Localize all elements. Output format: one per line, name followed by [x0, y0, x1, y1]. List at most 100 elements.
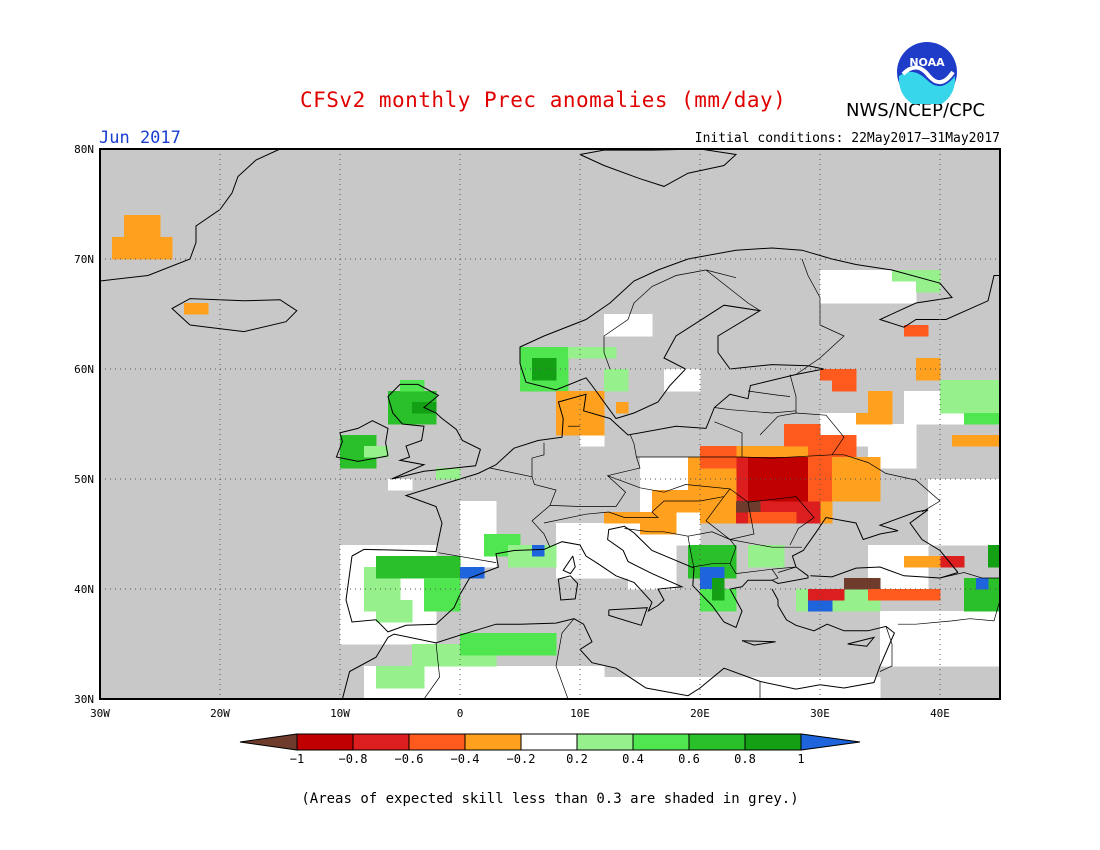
anomaly-cell: [352, 611, 365, 623]
anomaly-cell: [352, 446, 365, 458]
anomaly-cell: [988, 501, 1000, 513]
anomaly-cell: [904, 325, 917, 337]
anomaly-cell: [904, 446, 917, 458]
anomaly-cell: [508, 633, 521, 645]
anomaly-cell: [772, 677, 785, 689]
anomaly-cell: [916, 611, 929, 623]
anomaly-cell: [700, 688, 713, 699]
anomaly-cell: [376, 666, 389, 678]
anomaly-cell: [712, 501, 725, 513]
anomaly-cell: [688, 501, 701, 513]
anomaly-cell: [748, 490, 761, 502]
anomaly-cell: [532, 347, 545, 359]
anomaly-cell: [364, 545, 377, 557]
anomaly-cell: [136, 215, 149, 227]
anomaly-cell: [988, 600, 1000, 612]
anomaly-cell: [868, 578, 881, 590]
anomaly-cell: [388, 677, 401, 689]
anomaly-cell: [532, 688, 545, 699]
anomaly-cell: [976, 380, 989, 392]
anomaly-cell: [964, 402, 977, 414]
anomaly-cell: [484, 677, 497, 689]
anomaly-cell: [808, 479, 821, 491]
anomaly-cell: [184, 303, 197, 315]
anomaly-cell: [616, 567, 629, 579]
anomaly-cell: [580, 523, 593, 535]
anomaly-cell: [160, 248, 173, 260]
anomaly-cell: [676, 369, 689, 381]
anomaly-cell: [376, 578, 389, 590]
country-border: [636, 421, 743, 458]
anomaly-cell: [568, 567, 581, 579]
anomaly-cell: [712, 567, 725, 579]
anomaly-cell: [136, 226, 149, 238]
anomaly-cell: [736, 688, 749, 699]
anomaly-cell: [640, 556, 653, 568]
country-border: [543, 475, 731, 524]
anomaly-cell: [424, 600, 437, 612]
anomaly-cell: [832, 270, 845, 282]
anomaly-cell: [436, 578, 449, 590]
anomaly-cell: [652, 468, 665, 480]
anomaly-cell: [688, 534, 701, 546]
anomaly-cell: [580, 435, 593, 447]
anomaly-cell: [340, 633, 353, 645]
anomaly-cell: [664, 468, 677, 480]
anomaly-cell: [928, 589, 941, 601]
anomaly-cell: [748, 688, 761, 699]
anomaly-cell: [844, 600, 857, 612]
anomaly-cell: [784, 512, 797, 524]
anomaly-cell: [724, 589, 737, 601]
anomaly-cell: [364, 567, 377, 579]
anomaly-cell: [604, 347, 617, 359]
anomaly-cell: [976, 402, 989, 414]
anomaly-cell: [544, 358, 557, 370]
anomaly-cell: [676, 490, 689, 502]
anomaly-cell: [988, 578, 1000, 590]
anomaly-cell: [916, 281, 929, 293]
anomaly-cell: [496, 644, 509, 656]
anomaly-cell: [748, 468, 761, 480]
anomaly-cell: [976, 501, 989, 513]
anomaly-cell: [664, 523, 677, 535]
anomaly-cell: [640, 479, 653, 491]
anomaly-cell: [784, 501, 797, 513]
anomaly-cell: [868, 600, 881, 612]
anomaly-cell: [664, 534, 677, 546]
anomaly-cell: [940, 633, 953, 645]
anomaly-cell: [688, 688, 701, 699]
anomaly-cell: [412, 391, 425, 403]
anomaly-cell: [856, 468, 869, 480]
anomaly-cell: [388, 545, 401, 557]
anomaly-cell: [940, 501, 953, 513]
anomaly-cell: [592, 435, 605, 447]
anomaly-cell: [616, 545, 629, 557]
country-border: [741, 454, 941, 513]
anomaly-cell: [652, 523, 665, 535]
anomaly-cell: [652, 457, 665, 469]
colorbar-tick-label: −0.8: [339, 752, 368, 766]
anomaly-cell: [424, 655, 437, 667]
anomaly-cell: [568, 545, 581, 557]
anomaly-cell: [664, 677, 677, 689]
anomaly-cell: [580, 666, 593, 678]
anomaly-cell: [544, 380, 557, 392]
anomaly-cell: [484, 501, 497, 513]
anomaly-cell: [844, 435, 857, 447]
anomaly-cell: [640, 567, 653, 579]
anomaly-cell: [460, 688, 473, 699]
anomaly-cell: [544, 677, 557, 689]
coastline: [345, 509, 959, 633]
anomaly-cell: [916, 369, 929, 381]
anomaly-cell: [640, 468, 653, 480]
anomaly-cell: [484, 512, 497, 524]
anomaly-cell: [820, 688, 833, 699]
anomaly-cell: [400, 589, 413, 601]
anomaly-cell: [712, 556, 725, 568]
country-border: [423, 642, 440, 699]
anomaly-cell: [712, 600, 725, 612]
anomaly-cell: [508, 556, 521, 568]
anomaly-cell: [856, 413, 869, 425]
anomaly-cell: [424, 402, 437, 414]
anomaly-cell: [340, 567, 353, 579]
